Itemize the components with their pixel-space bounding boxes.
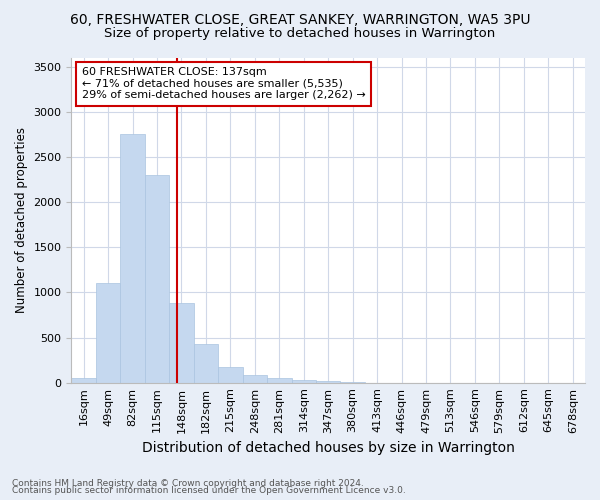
Bar (316, 381, 340, 382)
Text: 60, FRESHWATER CLOSE, GREAT SANKEY, WARRINGTON, WA5 3PU: 60, FRESHWATER CLOSE, GREAT SANKEY, WARR… (70, 12, 530, 26)
Y-axis label: Number of detached properties: Number of detached properties (15, 127, 28, 313)
Bar (267, 378, 292, 382)
Bar (121, 134, 145, 382)
Bar (194, 344, 218, 383)
Text: 60 FRESHWATER CLOSE: 137sqm
← 71% of detached houses are smaller (5,535)
29% of : 60 FRESHWATER CLOSE: 137sqm ← 71% of det… (82, 68, 365, 100)
Bar (218, 368, 242, 382)
Bar (71, 378, 96, 382)
Bar (169, 303, 194, 382)
Text: Contains HM Land Registry data © Crown copyright and database right 2024.: Contains HM Land Registry data © Crown c… (12, 478, 364, 488)
X-axis label: Distribution of detached houses by size in Warrington: Distribution of detached houses by size … (142, 441, 515, 455)
Bar (145, 175, 169, 382)
Bar (292, 380, 316, 382)
Bar (242, 374, 267, 382)
Bar (96, 284, 121, 382)
Text: Size of property relative to detached houses in Warrington: Size of property relative to detached ho… (104, 28, 496, 40)
Text: Contains public sector information licensed under the Open Government Licence v3: Contains public sector information licen… (12, 486, 406, 495)
